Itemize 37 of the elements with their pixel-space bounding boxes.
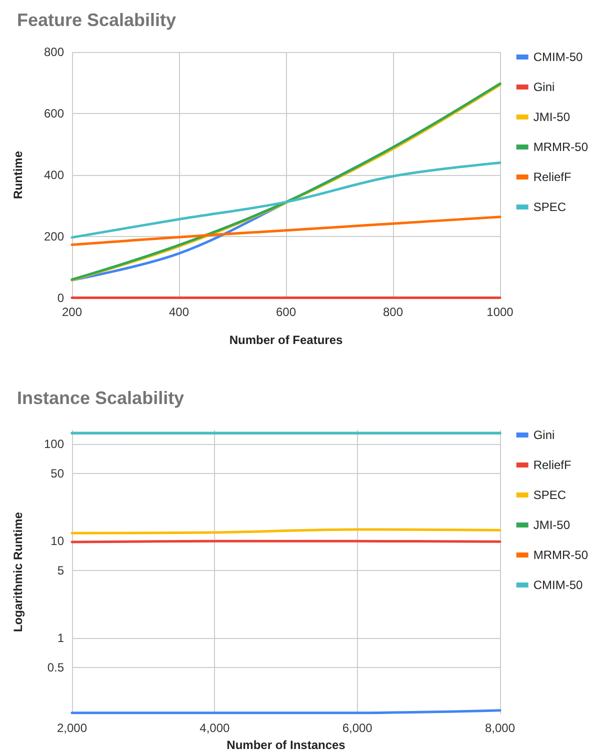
y-tick-label: 400 (44, 168, 64, 182)
x-tick-label: 6,000 (342, 721, 373, 736)
legend-label: SPEC (533, 488, 566, 502)
legend-label: SPEC (533, 200, 566, 214)
legend-label: CMIM-50 (533, 50, 583, 64)
chart-title: Instance Scalability (17, 388, 184, 408)
x-tick-label: 1000 (486, 305, 514, 319)
x-tick-label: 800 (382, 305, 404, 319)
chart-title: Feature Scalability (17, 10, 176, 30)
y-axis-title: Runtime (11, 150, 25, 199)
x-tick-label: 2,000 (56, 721, 88, 736)
y-tick-label: 5 (57, 563, 64, 578)
x-axis-title: Number of Instances (226, 738, 346, 752)
legend-label: ReliefF (533, 458, 572, 472)
x-tick-label: 400 (168, 305, 190, 319)
y-tick-label: 600 (44, 106, 64, 120)
x-tick-label: 4,000 (200, 721, 230, 736)
x-tick-label: 600 (276, 305, 296, 319)
y-tick-label: 50 (50, 466, 64, 480)
y-tick-label: 0.5 (47, 660, 64, 674)
y-axis-title: Logarithmic Runtime (11, 512, 25, 632)
y-tick-label: 800 (44, 45, 64, 59)
x-axis-title: Number of Features (229, 333, 343, 347)
legend-label: Gini (533, 428, 555, 442)
y-tick-label: 100 (44, 437, 64, 452)
legend-label: MRMR-50 (533, 140, 588, 154)
y-tick-label: 200 (44, 230, 64, 244)
legend-label: Gini (533, 80, 555, 94)
legend-label: MRMR-50 (533, 548, 588, 562)
y-tick-label: 0 (57, 291, 64, 305)
y-tick-label: 10 (50, 534, 64, 548)
x-tick-label: 8,000 (484, 721, 516, 736)
legend-label: ReliefF (533, 170, 572, 184)
legend-label: JMI-50 (533, 110, 570, 124)
legend-label: CMIM-50 (533, 578, 583, 592)
legend-label: JMI-50 (533, 518, 570, 532)
y-tick-label: 1 (57, 631, 64, 646)
